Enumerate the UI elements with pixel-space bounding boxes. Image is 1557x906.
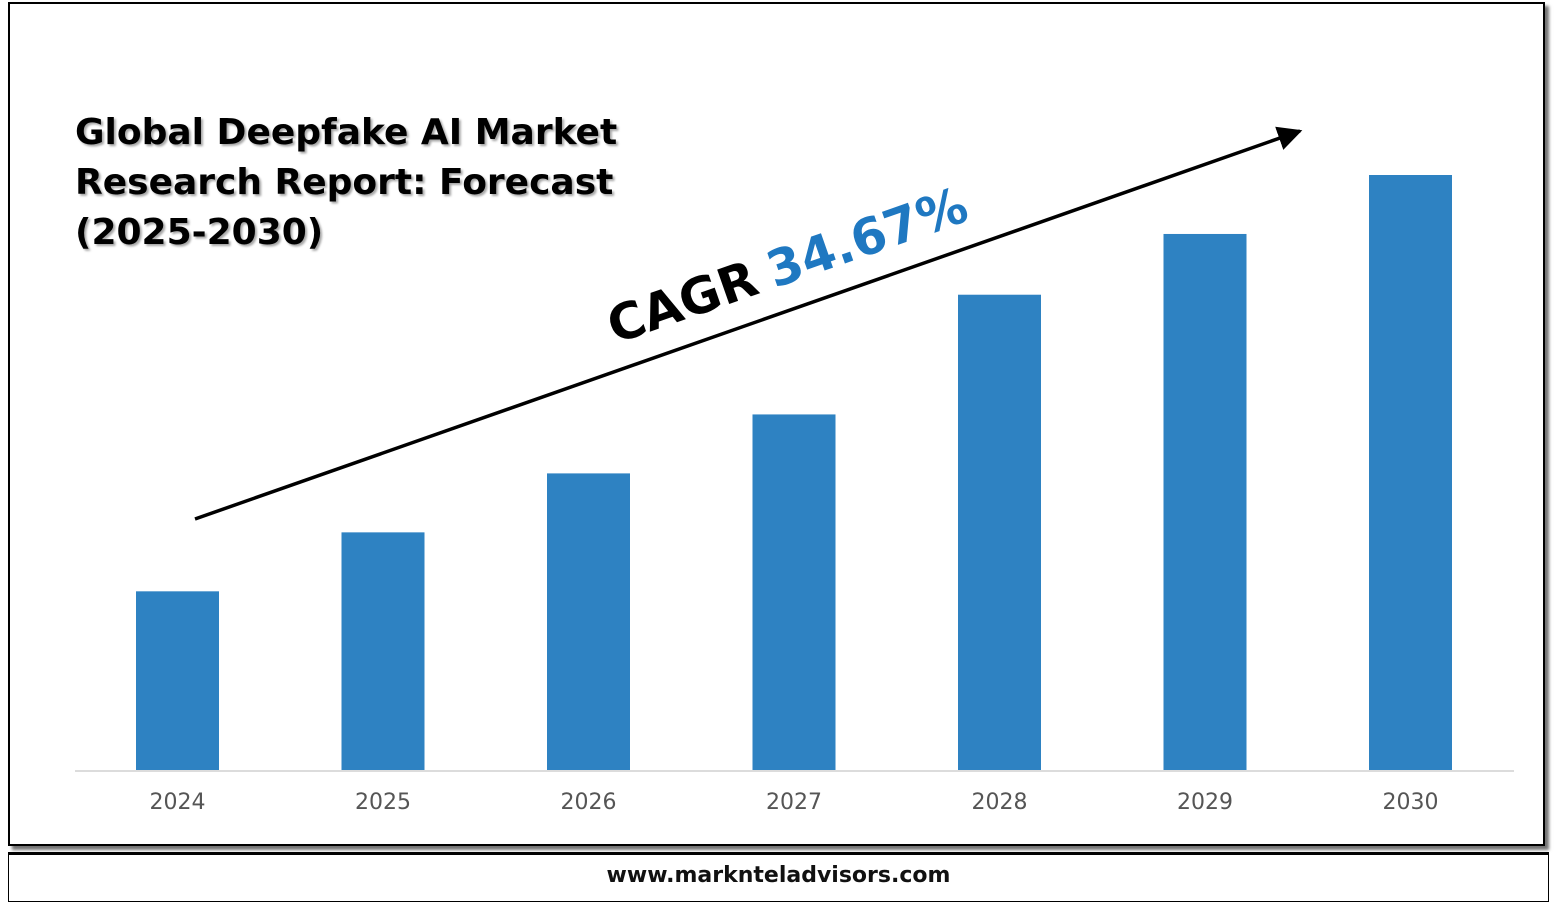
x-tick-label-2028: 2028 <box>972 790 1028 815</box>
footer: www.marknteladvisors.com <box>8 852 1549 902</box>
bar-2026 <box>547 473 630 770</box>
x-tick-label-2025: 2025 <box>355 790 411 815</box>
trend-arrow <box>194 126 1303 521</box>
bar-2028 <box>958 294 1041 770</box>
bar-2030 <box>1369 175 1452 770</box>
cagr-value: 34.67% <box>759 176 975 300</box>
x-tick-labels: 2024 2025 2026 2027 2028 2029 2030 <box>150 790 1439 815</box>
x-tick-label-2030: 2030 <box>1383 790 1439 815</box>
bar-2029 <box>1163 233 1247 770</box>
bar-2024 <box>136 591 219 770</box>
bar-2025 <box>341 532 425 770</box>
bar-group <box>136 175 1452 770</box>
x-tick-label-2029: 2029 <box>1177 790 1233 815</box>
cagr-label: CAGR <box>600 249 765 355</box>
x-tick-label-2026: 2026 <box>561 790 617 815</box>
x-tick-label-2027: 2027 <box>766 790 822 815</box>
bar-2027 <box>752 414 836 770</box>
x-tick-label-2024: 2024 <box>150 790 206 815</box>
chart-title: Global Deepfake AI Market Research Repor… <box>75 112 618 253</box>
footer-website: www.marknteladvisors.com <box>606 863 951 888</box>
